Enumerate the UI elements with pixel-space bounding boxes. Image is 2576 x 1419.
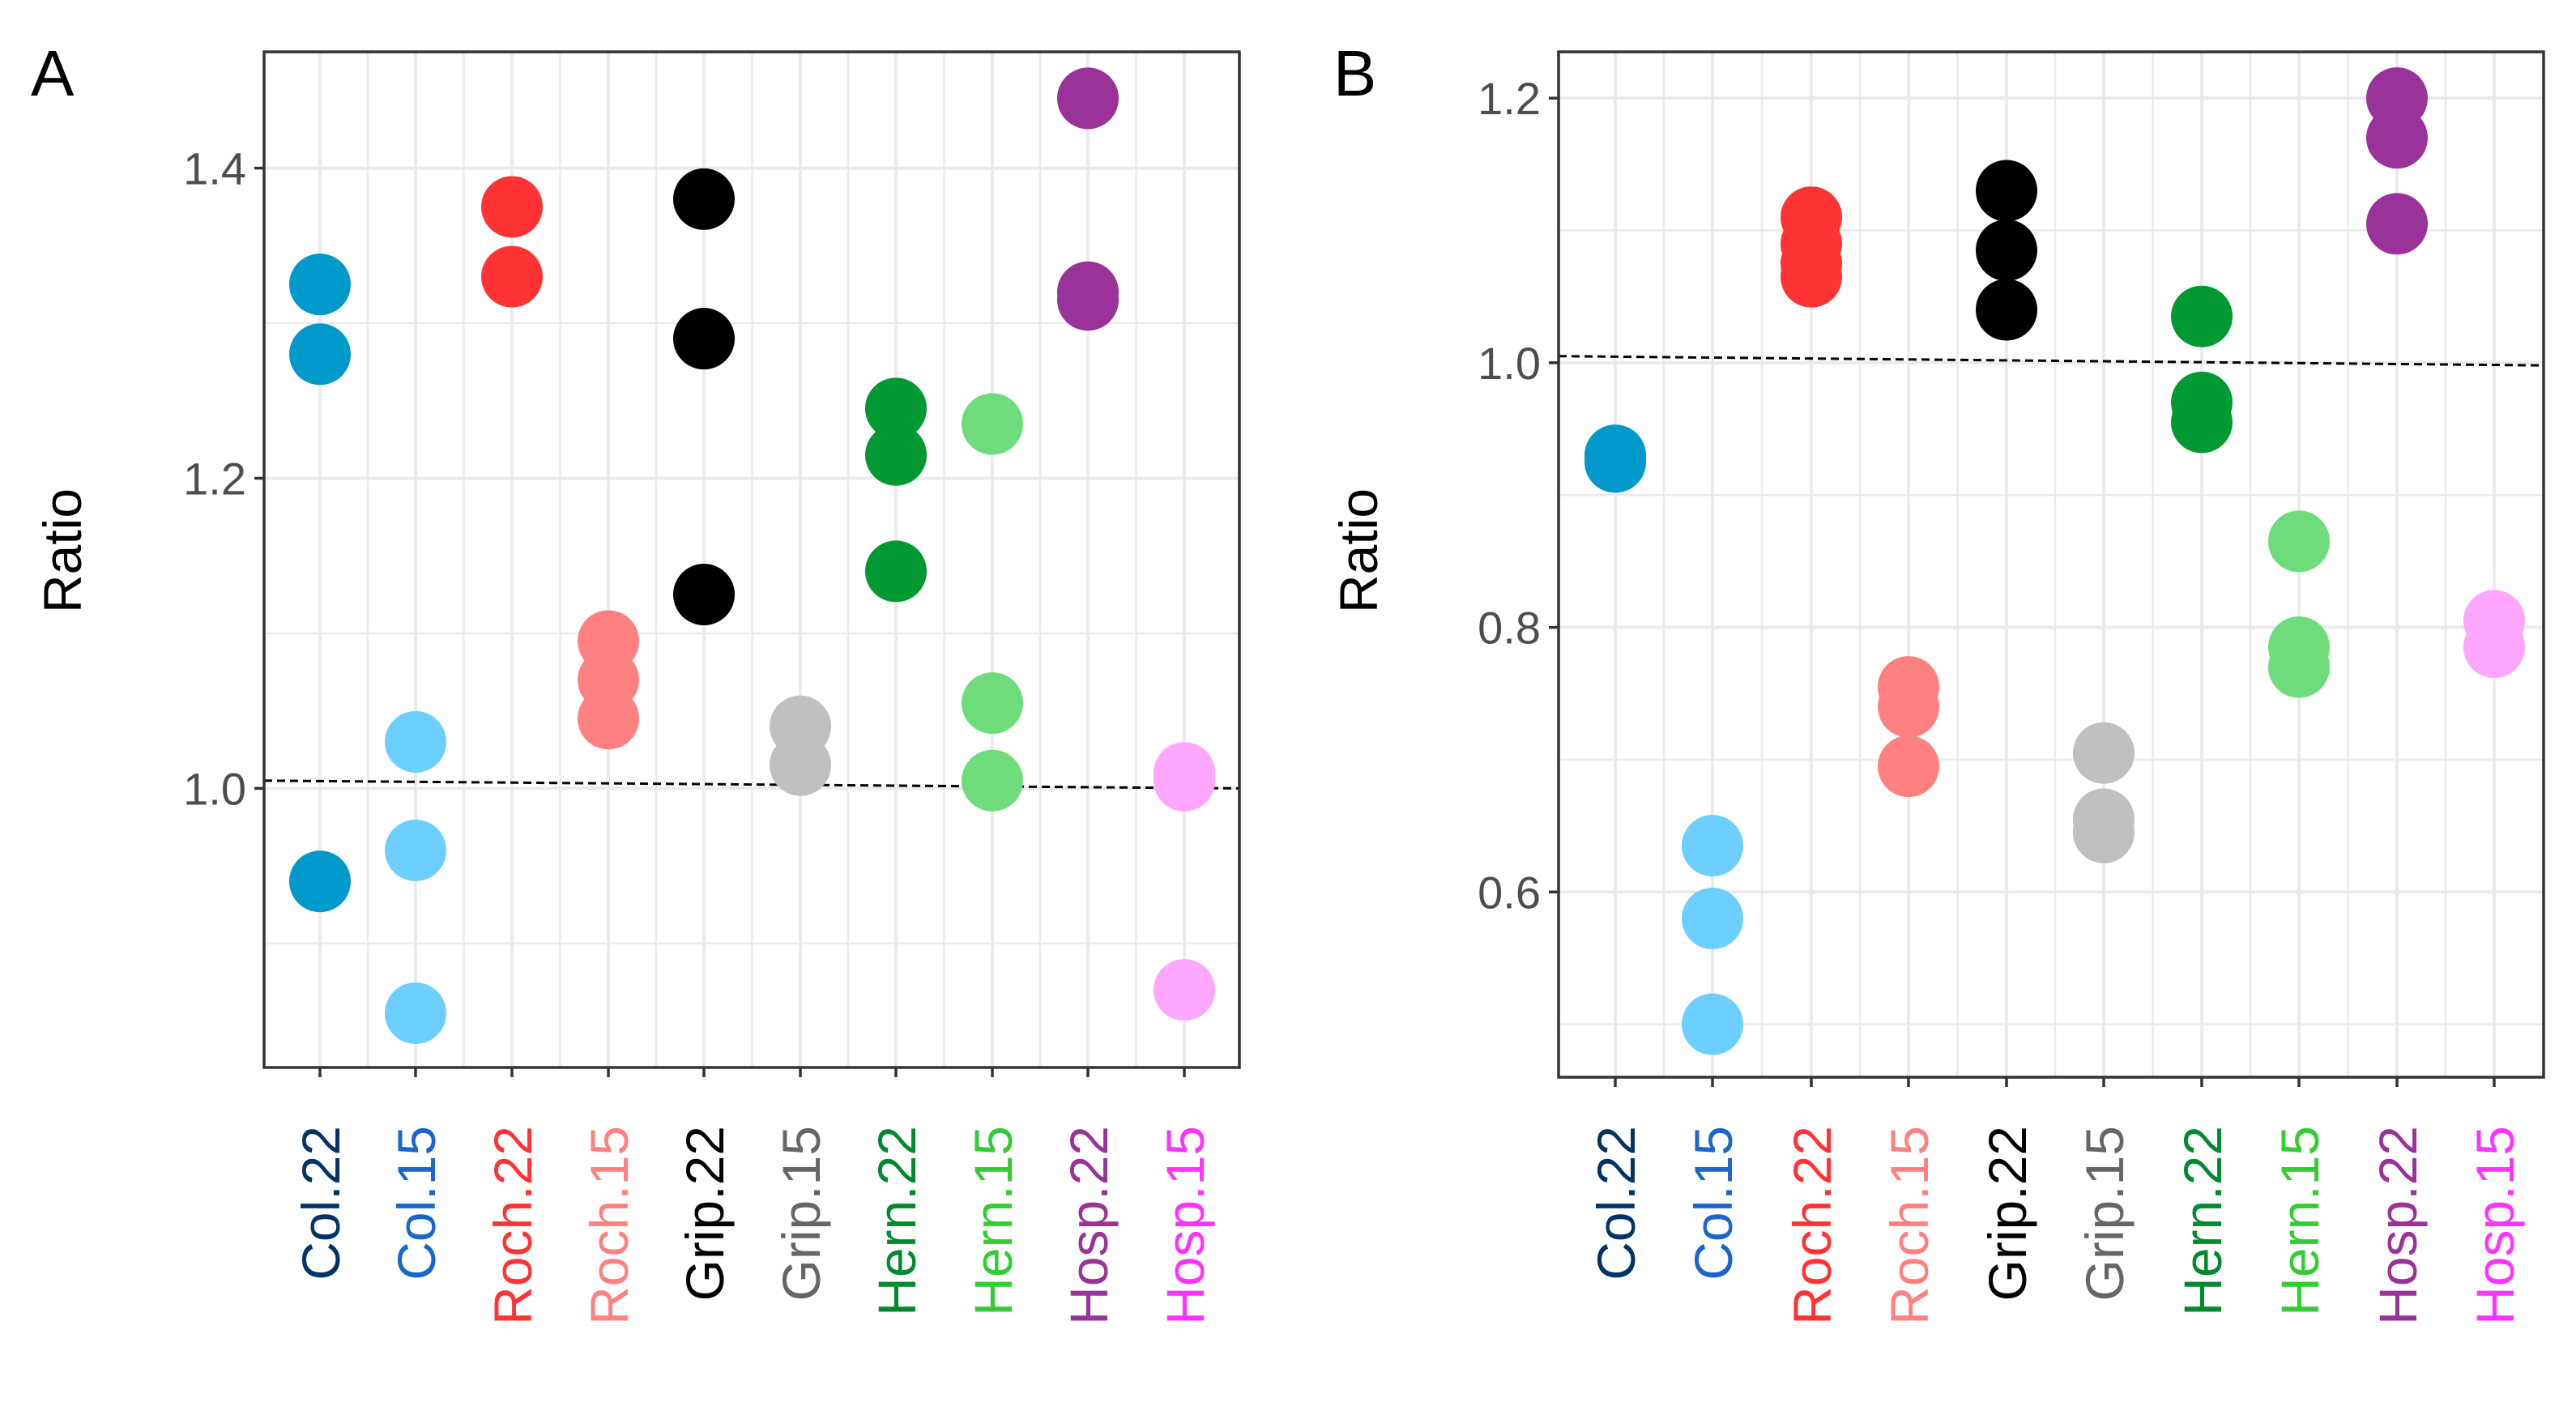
panel-b-point-hern-15-2: [2268, 636, 2330, 698]
panel-b-point-grip-15-2: [2073, 801, 2135, 863]
panel-b-frame: [1557, 50, 2545, 1079]
panel-a-frame: [262, 50, 1241, 1069]
panel-b-label: B: [1333, 37, 1376, 109]
panel-b-xtick-label-9: Hosp.15: [2465, 1126, 2525, 1325]
panel-b-point-grip-22-0: [1976, 160, 2037, 222]
panel-a-point-col-15-1: [385, 819, 446, 881]
panel-a-point-col-15-2: [385, 982, 446, 1044]
panel-b-xtick-label-8: Hosp.22: [2368, 1126, 2428, 1325]
panel-a-point-hosp-22-2: [1057, 269, 1119, 331]
panel-a-xtick-label-9: Hosp.15: [1155, 1126, 1215, 1325]
panel-b-ytick-label-2: 1.0: [1478, 338, 1541, 389]
panel-a-point-roch-15-2: [578, 688, 639, 750]
panel-a-point-hosp-15-2: [1154, 959, 1215, 1021]
panel-a-reference-line: [263, 779, 1240, 790]
panel-b-xtick-label-5: Grip.15: [2075, 1126, 2135, 1301]
panel-a-point-roch-22-1: [481, 245, 543, 308]
panel-a-xtick-label-4: Grip.22: [675, 1126, 735, 1301]
panel-a-point-grip-22-0: [673, 168, 735, 230]
panel-a-point-col-22-2: [289, 850, 351, 913]
panel-b-point-hern-15-0: [2268, 510, 2330, 573]
panel-a-point-grip-15-1: [770, 734, 831, 796]
panel-a-ylabel: Ratio: [32, 488, 92, 613]
panel-b-point-col-22-1: [1584, 431, 1646, 493]
panel-b-reference-line: [1558, 355, 2544, 367]
panel-b-point-roch-15-1: [1878, 675, 1939, 738]
panel-a-point-hern-22-2: [865, 540, 927, 603]
panel-a-xtick-label-0: Col.22: [291, 1126, 351, 1281]
panel-b-point-roch-22-3: [1781, 245, 1842, 308]
panel-b-xtick-label-6: Hern.22: [2173, 1126, 2233, 1316]
panel-b-point-grip-22-1: [1976, 219, 2037, 282]
panel-b-point-hosp-22-1: [2366, 107, 2428, 169]
panel-a-ytick-label-0: 1.0: [183, 763, 246, 814]
panel-b-xtick-label-3: Roch.15: [1879, 1126, 1939, 1325]
panel-a-point-roch-22-0: [481, 176, 543, 238]
panel-a-xtick-label-1: Col.15: [386, 1126, 446, 1281]
panel-a-point-hern-22-0: [865, 377, 927, 440]
panel-a-point-hern-15-2: [962, 749, 1023, 812]
panel-b-point-grip-22-2: [1976, 279, 2037, 341]
panel-a-point-col-22-0: [289, 254, 351, 316]
panel-a-ytick-label-2: 1.4: [183, 143, 246, 194]
panel-a-xtick-label-8: Hosp.22: [1059, 1126, 1119, 1325]
panel-a-ytick-label-1: 1.2: [183, 453, 246, 504]
panel-b-point-col-15-1: [1682, 887, 1743, 949]
panel-a-point-hern-15-0: [962, 393, 1023, 455]
panel-b-point-hern-22-0: [2171, 285, 2233, 347]
panel-a-point-grip-22-1: [673, 308, 735, 370]
panel-b-point-roch-15-2: [1878, 735, 1939, 798]
panel-b-ylabel: Ratio: [1329, 488, 1388, 613]
panel-a-point-grip-22-2: [673, 564, 735, 626]
panel-b-xtick-label-0: Col.22: [1586, 1126, 1646, 1281]
panel-a-xtick-label-2: Roch.22: [483, 1126, 543, 1325]
panel-b-xtick-label-4: Grip.22: [1977, 1126, 2037, 1301]
panel-b-xtick-label-1: Col.15: [1683, 1126, 1743, 1281]
panel-a-point-hern-15-1: [962, 672, 1023, 735]
panel-b-point-hosp-15-1: [2463, 616, 2525, 679]
panel-a-point-hosp-15-1: [1154, 749, 1215, 812]
panel-b-ytick-label-0: 0.6: [1478, 867, 1541, 918]
panel-b-point-col-15-2: [1682, 993, 1743, 1055]
panel-b-point-hosp-22-2: [2366, 193, 2428, 255]
panel-a-point-hosp-22-0: [1057, 67, 1119, 130]
panel-a-label: A: [31, 37, 75, 109]
panel-b-ytick-label-1: 0.8: [1478, 603, 1541, 654]
panel-b-point-hern-22-2: [2171, 391, 2233, 454]
panel-b-point-col-15-0: [1682, 815, 1743, 877]
panel-a-point-hern-22-1: [865, 424, 927, 486]
panel-a-xtick-label-3: Roch.15: [579, 1126, 639, 1325]
panel-b-ytick-label-3: 1.2: [1478, 73, 1541, 124]
panel-b-point-grip-15-0: [2073, 722, 2135, 784]
panel-a-point-col-15-0: [385, 710, 446, 773]
panel-b-xtick-label-7: Hern.15: [2270, 1126, 2330, 1316]
panel-a-xtick-label-7: Hern.15: [963, 1126, 1023, 1316]
panel-a-xtick-label-5: Grip.15: [771, 1126, 831, 1301]
panel-a-xtick-label-6: Hern.22: [867, 1126, 927, 1316]
panel-a-point-col-22-1: [289, 323, 351, 386]
panel-b-xtick-label-2: Roch.22: [1782, 1126, 1842, 1325]
